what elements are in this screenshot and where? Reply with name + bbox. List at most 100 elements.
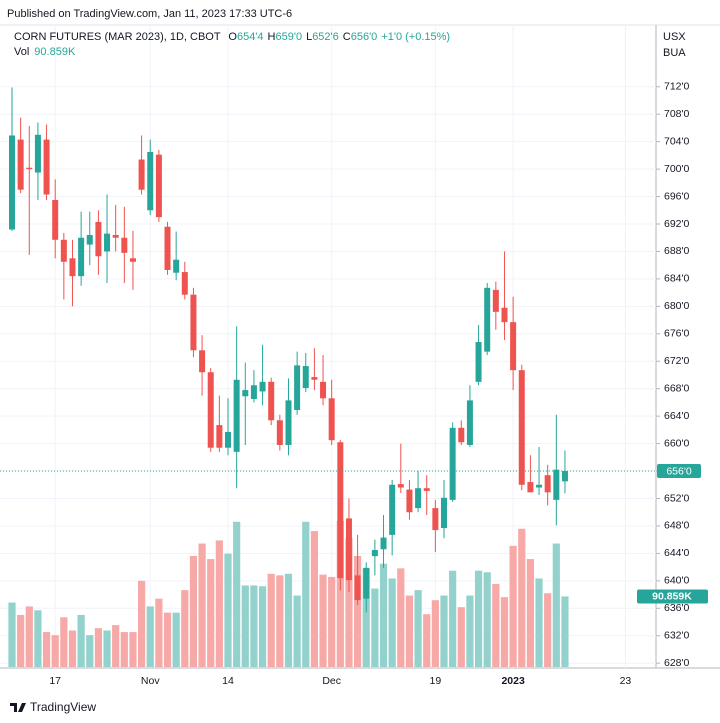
candle-body bbox=[441, 497, 447, 529]
volume-bar bbox=[224, 553, 232, 667]
ohlc-key: H bbox=[268, 31, 276, 43]
volume-bar bbox=[77, 614, 85, 667]
volume-bar bbox=[163, 612, 172, 667]
volume-bar bbox=[449, 570, 457, 667]
y-tick-label: 692'0 bbox=[664, 218, 690, 230]
published-note: Published on TradingView.com, Jan 11, 20… bbox=[7, 8, 292, 20]
candle-body bbox=[354, 575, 361, 601]
volume-bar bbox=[552, 543, 560, 667]
candle-body bbox=[9, 135, 15, 230]
candle-body bbox=[207, 372, 214, 448]
volume-bar bbox=[241, 585, 249, 667]
y-tick-label: 680'0 bbox=[664, 300, 690, 312]
ohlc-value: 656'0 bbox=[351, 31, 378, 43]
volume-bar bbox=[302, 521, 310, 667]
volume-bar bbox=[233, 521, 241, 667]
x-tick-label: 19 bbox=[430, 675, 442, 687]
volume-bar bbox=[397, 568, 405, 667]
candle-body bbox=[345, 518, 352, 581]
volume-bar bbox=[94, 628, 102, 667]
candle-body bbox=[432, 508, 439, 531]
candle-body bbox=[544, 475, 551, 493]
volume-bar bbox=[405, 595, 414, 667]
volume-bar bbox=[25, 606, 33, 667]
volume-bar bbox=[561, 596, 569, 667]
candle-body bbox=[52, 199, 59, 240]
candle-body bbox=[371, 549, 378, 557]
volume-bar bbox=[328, 576, 336, 667]
candle-body bbox=[561, 471, 568, 482]
ohlc-key: O bbox=[228, 31, 237, 43]
candle-body bbox=[518, 370, 525, 485]
candle-body bbox=[484, 287, 491, 352]
volume-bar bbox=[336, 521, 344, 667]
volume-bar bbox=[379, 563, 388, 667]
candle-body bbox=[190, 294, 197, 351]
volume-bar bbox=[60, 617, 68, 667]
volume-bar bbox=[215, 540, 223, 667]
candle-body bbox=[86, 234, 93, 245]
ohlc-value: 654'4 bbox=[237, 31, 264, 43]
last-price-label: 656'0 bbox=[666, 465, 692, 477]
volume-bar bbox=[198, 543, 206, 667]
volume bbox=[8, 521, 569, 667]
volume-bar bbox=[414, 590, 422, 667]
candle-body bbox=[458, 427, 465, 443]
candle-body bbox=[449, 427, 456, 500]
volume-bar bbox=[103, 630, 111, 667]
volume-bar bbox=[518, 528, 526, 667]
candle-body bbox=[268, 381, 275, 421]
legend: CORN FUTURES (MAR 2023), 1D, CBOT O654'4 H… bbox=[14, 31, 450, 43]
candle-body bbox=[95, 221, 102, 257]
volume-bar bbox=[258, 586, 267, 667]
volume-bar bbox=[319, 574, 327, 667]
volume-bar bbox=[388, 578, 396, 667]
volume-bar bbox=[155, 598, 163, 667]
candle-body bbox=[527, 482, 534, 493]
volume-bar bbox=[345, 538, 353, 667]
volume-bar bbox=[267, 573, 275, 667]
candle-body bbox=[216, 425, 223, 448]
y-tick-label: 688'0 bbox=[664, 245, 690, 257]
ohlc-value: 659'0 bbox=[275, 31, 302, 43]
change: +1'0 (+0.15%) bbox=[381, 31, 450, 43]
candle-body bbox=[173, 259, 180, 273]
volume-legend: Vol 90.859K bbox=[14, 46, 76, 58]
volume-bar bbox=[120, 632, 128, 667]
volume-bar bbox=[483, 572, 491, 667]
volume-bar bbox=[86, 635, 94, 667]
candle-body bbox=[510, 322, 517, 371]
x-tick-label: Nov bbox=[141, 675, 160, 687]
y-tick-label: 632'0 bbox=[664, 630, 690, 642]
unit: BUA bbox=[663, 47, 686, 59]
symbol-title: CORN FUTURES (MAR 2023), 1D, CBOT bbox=[14, 31, 221, 43]
y-tick-label: 704'0 bbox=[664, 135, 690, 147]
y-tick-label: 636'0 bbox=[664, 602, 690, 614]
volume-bar bbox=[146, 606, 154, 667]
volume-value: 90.859K bbox=[34, 46, 76, 58]
candle-body bbox=[199, 350, 206, 373]
volume-bar bbox=[181, 590, 189, 667]
candle-body bbox=[276, 420, 283, 445]
volume-bar bbox=[42, 632, 51, 667]
volume-bar bbox=[189, 555, 198, 667]
candle-body bbox=[501, 307, 508, 323]
candle-body bbox=[259, 381, 266, 392]
brand: TradingView bbox=[30, 700, 96, 714]
last-volume-tag bbox=[637, 589, 708, 604]
y-tick-label: 648'0 bbox=[664, 520, 690, 532]
y-tick-label: 696'0 bbox=[664, 190, 690, 202]
candle-body bbox=[397, 484, 404, 488]
x-tick-label: 14 bbox=[222, 675, 234, 687]
candle-body bbox=[26, 167, 33, 170]
candle-body bbox=[43, 139, 50, 195]
candle-body bbox=[475, 342, 482, 382]
candle-body bbox=[147, 151, 154, 211]
candle-body bbox=[242, 390, 249, 397]
candle-body bbox=[492, 289, 499, 312]
candle-body bbox=[181, 272, 188, 295]
volume-bar bbox=[362, 568, 370, 667]
volume-key: Vol bbox=[14, 46, 29, 58]
x-tick-label: 23 bbox=[620, 675, 632, 687]
volume-bar bbox=[284, 573, 293, 667]
